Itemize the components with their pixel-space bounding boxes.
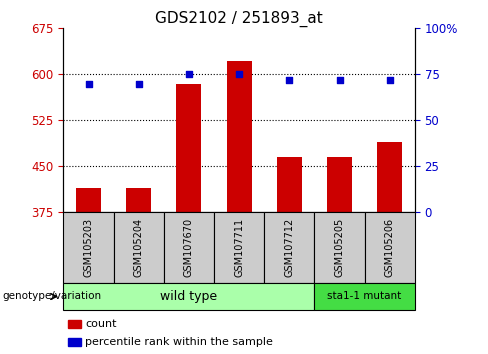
- Point: [135, 81, 142, 86]
- Point: [185, 72, 193, 77]
- Point: [336, 77, 344, 83]
- Text: GSM107711: GSM107711: [234, 218, 244, 278]
- Point: [84, 81, 92, 86]
- Text: GSM107670: GSM107670: [184, 218, 194, 278]
- Text: percentile rank within the sample: percentile rank within the sample: [85, 337, 273, 347]
- Point: [235, 72, 243, 77]
- Text: GSM105203: GSM105203: [83, 218, 94, 278]
- Text: GSM105204: GSM105204: [134, 218, 144, 278]
- Point: [386, 77, 394, 83]
- Title: GDS2102 / 251893_at: GDS2102 / 251893_at: [155, 11, 323, 27]
- Bar: [377, 142, 402, 212]
- Bar: [327, 157, 352, 212]
- Text: genotype/variation: genotype/variation: [2, 291, 102, 302]
- Bar: [226, 61, 252, 212]
- Bar: [176, 84, 202, 212]
- Bar: [76, 188, 101, 212]
- Bar: [126, 188, 151, 212]
- Text: sta1-1 mutant: sta1-1 mutant: [327, 291, 402, 302]
- Text: wild type: wild type: [161, 290, 218, 303]
- Text: GSM105205: GSM105205: [334, 218, 345, 278]
- Bar: [277, 157, 302, 212]
- Point: [285, 77, 293, 83]
- Text: GSM105206: GSM105206: [385, 218, 395, 278]
- Text: GSM107712: GSM107712: [285, 218, 294, 278]
- Text: count: count: [85, 319, 117, 329]
